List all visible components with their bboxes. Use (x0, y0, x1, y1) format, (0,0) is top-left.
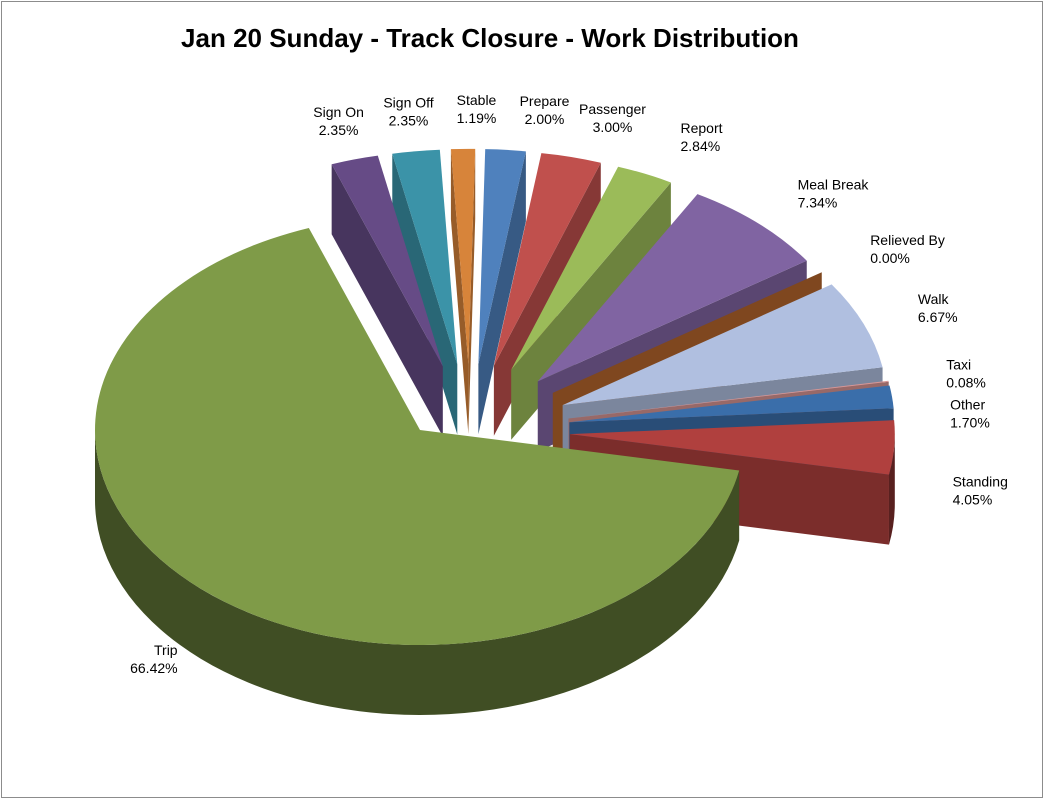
slice (569, 420, 895, 475)
slice (392, 149, 458, 365)
slice-value-label: 2.00% (525, 111, 565, 127)
slice-label: Sign Off (383, 94, 433, 110)
slice (569, 385, 894, 423)
slice-face (468, 148, 476, 434)
slice-value-label: 3.00% (593, 119, 633, 135)
slice-value-label: 2.35% (319, 122, 359, 138)
slice (562, 284, 883, 406)
slice-value-label: 0.08% (946, 374, 986, 390)
slice-wall (888, 434, 895, 545)
slice-label: Passenger (579, 101, 646, 117)
slice-label: Other (950, 396, 985, 412)
slice (493, 153, 601, 366)
slice-value-label: 0.00% (870, 250, 910, 266)
slice-value-label: 1.70% (950, 414, 990, 430)
slice-value-label: 66.42% (130, 660, 177, 676)
slice-label: Sign On (313, 104, 364, 120)
slice-label: Stable (457, 92, 497, 108)
slice-face (478, 151, 526, 435)
slice-value-label: 7.34% (798, 194, 838, 210)
slice-label: Standing (953, 474, 1008, 490)
slice (478, 149, 526, 365)
labels: Sign On 2.35% Sign Off 2.35% Stable 1.19% Prep… (130, 92, 1008, 676)
slice (568, 380, 889, 419)
slice (511, 166, 671, 370)
slice (95, 227, 740, 646)
slice-label: Report (681, 120, 723, 136)
slice-label: Trip (154, 642, 178, 658)
slice-label: Meal Break (798, 176, 870, 192)
chart-title: Jan 20 Sunday - Track Closure - Work Dis… (181, 23, 799, 53)
slice-label: Walk (918, 291, 950, 307)
slice-face (450, 149, 469, 434)
slice (450, 148, 476, 364)
slice-value-label: 4.05% (953, 492, 993, 508)
slice-label: Relieved By (870, 232, 945, 248)
slice-label: Taxi (946, 356, 971, 372)
slice-wall (94, 430, 740, 716)
slice-tops (95, 148, 895, 646)
slice (331, 155, 443, 367)
slice-label: Prepare (520, 93, 570, 109)
slice-face (331, 164, 443, 437)
slice-value-label: 1.19% (457, 110, 497, 126)
slice (537, 194, 807, 382)
slice-value-label: 6.67% (918, 309, 958, 325)
slice-value-label: 2.35% (389, 112, 429, 128)
slice-value-label: 2.84% (681, 138, 721, 154)
